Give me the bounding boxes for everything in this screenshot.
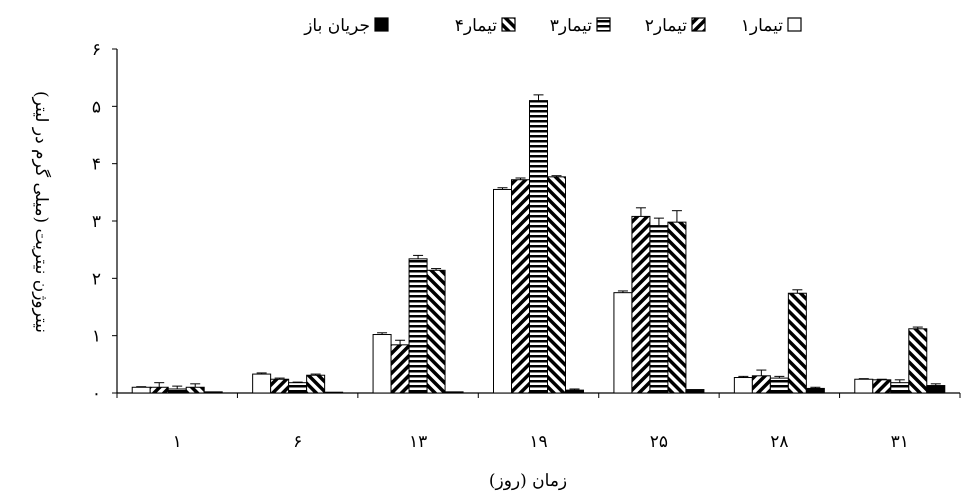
x-tick-label: ۳۱: [891, 432, 909, 452]
bar: [685, 389, 705, 394]
bar: [493, 188, 512, 394]
bar: [787, 292, 807, 394]
x-tick-label: ۱۳: [409, 432, 427, 452]
legend-label: تیمار۲: [645, 16, 687, 36]
legend-swatch: [501, 17, 516, 32]
bar: [805, 387, 825, 394]
y-tick-label: ۱: [92, 327, 101, 347]
x-tick-label: ۱: [173, 432, 182, 452]
bar: [270, 378, 290, 394]
y-axis-title: نیتروژن نیتریت (میلی گرم در لیتر): [31, 91, 52, 333]
y-tick-label: ۵: [92, 97, 101, 117]
legend-swatch: [691, 17, 706, 32]
bar: [890, 382, 910, 394]
bar: [203, 391, 223, 394]
bar: [631, 215, 651, 394]
bars: [131, 94, 946, 394]
bar: [649, 225, 669, 394]
bar: [288, 382, 308, 394]
bar: [908, 328, 928, 394]
bar: [733, 377, 753, 394]
x-axis-title: زمان (روز): [489, 471, 567, 491]
bar: [390, 344, 410, 394]
legend-swatch: [596, 17, 611, 32]
legend-swatch: [374, 17, 389, 32]
bar: [769, 377, 789, 394]
bar: [613, 292, 633, 394]
bar: [547, 176, 566, 394]
y-tick-label: ۶: [92, 40, 101, 60]
y-tick-label: ۳: [92, 212, 101, 232]
bar: [185, 386, 205, 394]
bar: [751, 375, 771, 394]
bar: [444, 391, 464, 394]
bar: [372, 334, 392, 394]
legend-label: تیمار۱: [741, 16, 783, 36]
legend-label: تیمار۴: [455, 16, 497, 36]
y-tick-label: ۲: [92, 269, 101, 289]
bar: [306, 374, 326, 394]
bar: [324, 391, 344, 394]
legend-label: جریان باز: [303, 16, 370, 36]
bar: [167, 388, 187, 394]
y-tick-label: ۴: [92, 155, 101, 175]
legend: تیمار۱ تیمار۲ تیمار۳ تیمار۴ جریان باز: [303, 16, 802, 36]
bar: [926, 385, 946, 394]
legend-swatch: [787, 17, 802, 32]
bar: [252, 373, 272, 394]
bar: [131, 386, 151, 394]
bar: [565, 389, 584, 394]
bar: [511, 179, 530, 394]
bar: [529, 100, 548, 394]
y-tick-label: ۰: [92, 384, 101, 404]
x-tick-label: ۲۸: [770, 432, 788, 452]
bar: [872, 379, 892, 394]
x-tick-label: ۱۹: [529, 432, 547, 452]
legend-label: تیمار۳: [550, 16, 592, 36]
bar: [149, 386, 169, 394]
bar: [426, 269, 446, 394]
x-tick-label: ۶: [293, 432, 302, 452]
bar: [408, 258, 428, 394]
x-tick-label: ۲۵: [650, 432, 668, 452]
bar: [854, 378, 874, 394]
bar: [667, 221, 687, 394]
